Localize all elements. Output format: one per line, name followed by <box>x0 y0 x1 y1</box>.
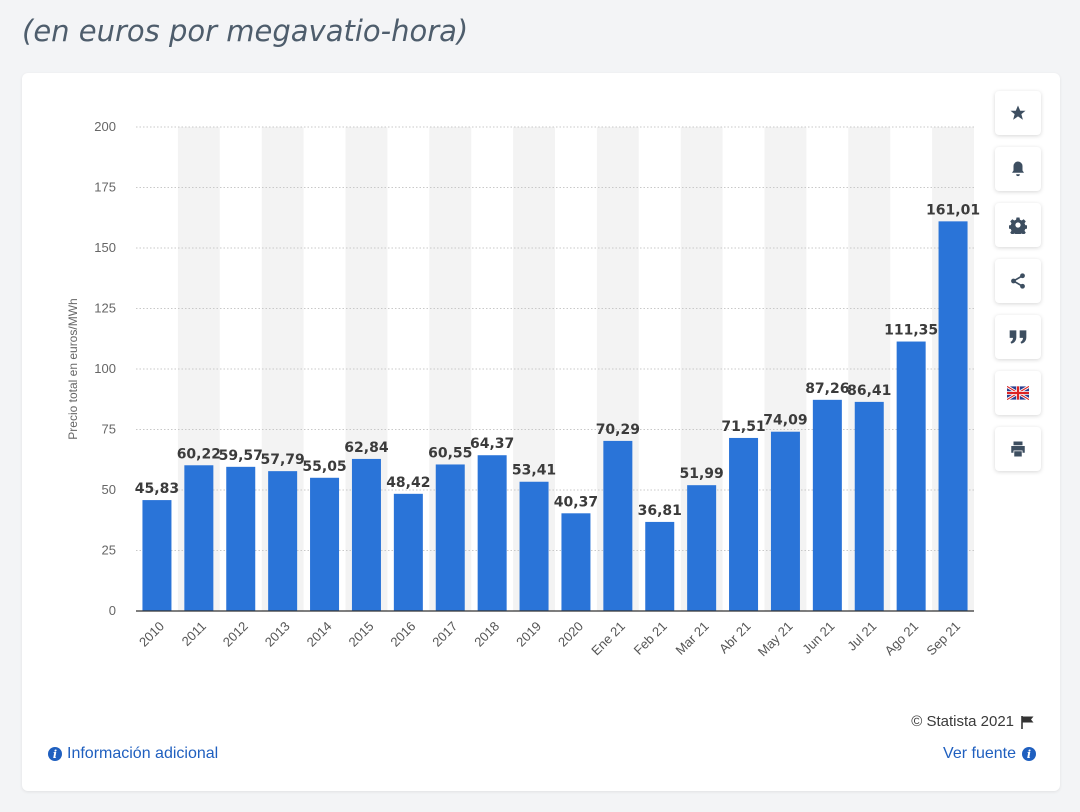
bar <box>770 431 800 611</box>
x-tick-label: Jun 21 <box>799 619 837 657</box>
settings-button[interactable] <box>995 203 1041 247</box>
bar <box>477 455 507 611</box>
bar <box>393 493 423 611</box>
x-tick-label: 2015 <box>346 619 377 650</box>
cite-button[interactable] <box>995 315 1041 359</box>
info-icon: i <box>48 747 62 761</box>
y-axis-title: Precio total en euros/MWh <box>66 298 80 439</box>
x-tick-label: 2010 <box>136 619 167 650</box>
data-label: 64,37 <box>470 436 514 452</box>
bar <box>519 481 549 611</box>
y-tick-label: 75 <box>102 422 116 437</box>
data-label: 74,09 <box>763 413 807 429</box>
additional-info-link[interactable]: i Información adicional <box>48 745 218 763</box>
uk-flag-icon <box>1007 386 1029 400</box>
y-tick-label: 200 <box>94 119 116 134</box>
star-icon <box>1010 105 1026 120</box>
x-tick-label: 2012 <box>220 619 251 650</box>
x-tick-label: 2018 <box>471 619 502 650</box>
y-tick-label: 25 <box>102 543 116 558</box>
bar <box>226 466 256 611</box>
gear-icon <box>1009 217 1027 234</box>
bar <box>896 341 926 611</box>
data-label: 59,57 <box>219 448 263 464</box>
copyright-notice: © Statista 2021 <box>911 713 1036 730</box>
share-icon <box>1011 273 1025 289</box>
bar <box>854 401 884 611</box>
x-tick-label: Feb 21 <box>631 619 670 658</box>
y-tick-label: 100 <box>94 361 116 376</box>
bar-chart: 0 25 50 75 100 125 150 175 200 45,83 2010 60,22 2011… <box>66 119 980 660</box>
info-icon: i <box>1022 747 1036 761</box>
bar <box>729 437 759 611</box>
chart-card: 0 25 50 75 100 125 150 175 200 45,83 2010 60,22 2011… <box>22 73 1060 791</box>
y-tick-label: 150 <box>94 240 116 255</box>
x-tick-label: Jul 21 <box>844 619 879 654</box>
data-label: 161,01 <box>926 202 980 218</box>
bar <box>687 485 717 611</box>
data-label: 51,99 <box>680 466 724 482</box>
data-label: 57,79 <box>261 452 305 468</box>
x-tick-label: 2016 <box>387 619 418 650</box>
x-tick-label: Ago 21 <box>882 619 922 659</box>
data-label: 62,84 <box>344 440 389 456</box>
data-label: 53,41 <box>512 463 556 479</box>
x-tick-label: 2017 <box>429 619 460 650</box>
print-icon <box>1011 441 1025 457</box>
share-button[interactable] <box>995 259 1041 303</box>
data-label: 45,83 <box>135 481 179 497</box>
bar <box>184 465 214 611</box>
copyright-text: © Statista 2021 <box>911 713 1014 730</box>
x-tick-label: Sep 21 <box>923 619 963 659</box>
bar <box>351 458 381 611</box>
alert-button[interactable] <box>995 147 1041 191</box>
y-tick-label: 175 <box>94 180 116 195</box>
bar <box>645 521 675 611</box>
data-label: 60,22 <box>177 446 221 462</box>
data-label: 87,26 <box>805 381 849 397</box>
data-label: 40,37 <box>554 494 598 510</box>
language-button[interactable] <box>995 371 1041 415</box>
x-tick-label: 2014 <box>304 619 335 650</box>
data-label: 48,42 <box>386 475 430 491</box>
quote-icon <box>1009 330 1027 344</box>
bar <box>812 399 842 611</box>
bar <box>142 500 172 611</box>
additional-info-label: Información adicional <box>67 745 219 762</box>
x-tick-label: 2020 <box>555 619 586 650</box>
data-label: 86,41 <box>847 383 891 399</box>
y-tick-label: 50 <box>102 482 116 497</box>
print-button[interactable] <box>995 427 1041 471</box>
bar <box>938 221 968 611</box>
x-tick-label: 2011 <box>179 619 209 649</box>
source-link[interactable]: Ver fuente i <box>943 745 1036 763</box>
bar <box>268 471 298 611</box>
data-label: 111,35 <box>884 323 938 339</box>
bar <box>561 513 591 611</box>
data-label: 71,51 <box>721 419 765 435</box>
x-tick-label: Ene 21 <box>588 619 628 659</box>
toolbar <box>995 91 1043 483</box>
flag-icon[interactable] <box>1020 715 1036 729</box>
favorite-button[interactable] <box>995 91 1041 135</box>
data-label: 70,29 <box>596 422 640 438</box>
source-label: Ver fuente <box>943 745 1016 762</box>
x-tick-label: Mar 21 <box>673 619 712 658</box>
bell-icon <box>1012 161 1024 177</box>
data-label: 60,55 <box>428 445 472 461</box>
bar <box>310 477 340 611</box>
chart-subtitle: (en euros por megavatio-hora) <box>22 14 469 48</box>
x-tick-label: 2019 <box>513 619 544 650</box>
data-label: 36,81 <box>638 503 682 519</box>
bar <box>603 440 633 611</box>
data-label: 55,05 <box>302 459 346 475</box>
y-tick-label: 125 <box>94 301 116 316</box>
y-tick-label: 0 <box>109 603 116 618</box>
x-tick-label: Abr 21 <box>716 619 754 657</box>
bar <box>435 464 465 611</box>
x-tick-label: 2013 <box>262 619 293 650</box>
x-tick-label: May 21 <box>755 619 796 660</box>
